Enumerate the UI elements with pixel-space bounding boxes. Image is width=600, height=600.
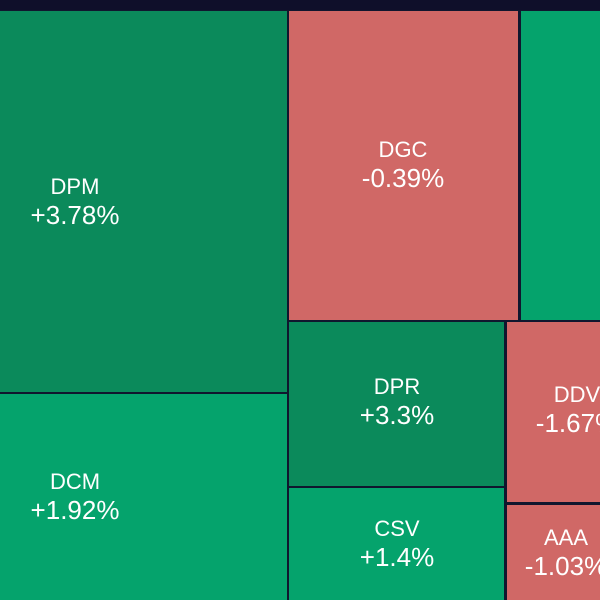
ticker: DGC (378, 137, 428, 162)
tile-label: DDV -1.67% (536, 382, 600, 438)
ticker: DPR (373, 374, 421, 399)
tile-label: CSV +1.4% (360, 516, 434, 572)
tile-label: AAA -1.03% (525, 525, 600, 581)
tile-label: DCM +1.92% (31, 469, 120, 525)
change: +1.4% (359, 542, 435, 572)
tile[interactable]: DGC -0.39% (289, 11, 518, 320)
tile[interactable]: DDV -1.67% (507, 322, 600, 502)
tile[interactable]: CSV +1.4% (289, 488, 504, 600)
tile-label: DGC -0.39% (362, 137, 444, 193)
change: -1.67% (535, 408, 600, 438)
tile-label: DPR +3.3% (360, 374, 434, 430)
change: -1.03% (524, 551, 600, 581)
tile-label: DPM +3.78% (31, 174, 120, 230)
tile[interactable]: DPR +3.3% (289, 322, 504, 486)
ticker: DPM (50, 174, 100, 199)
ticker: AAA (543, 525, 589, 550)
change: -0.39% (361, 163, 445, 193)
tile[interactable]: DPM +3.78% (0, 11, 287, 392)
top-bar (0, 0, 600, 10)
change: +3.3% (359, 400, 435, 430)
ticker: DDV (553, 382, 600, 407)
tile[interactable]: AAA -1.03% (507, 505, 600, 600)
tile[interactable]: DCM +1.92% (0, 394, 287, 600)
change: +3.78% (30, 200, 120, 230)
change: +1.92% (30, 495, 120, 525)
tile[interactable] (521, 11, 600, 320)
ticker: CSV (374, 516, 420, 541)
ticker: DCM (49, 469, 101, 494)
